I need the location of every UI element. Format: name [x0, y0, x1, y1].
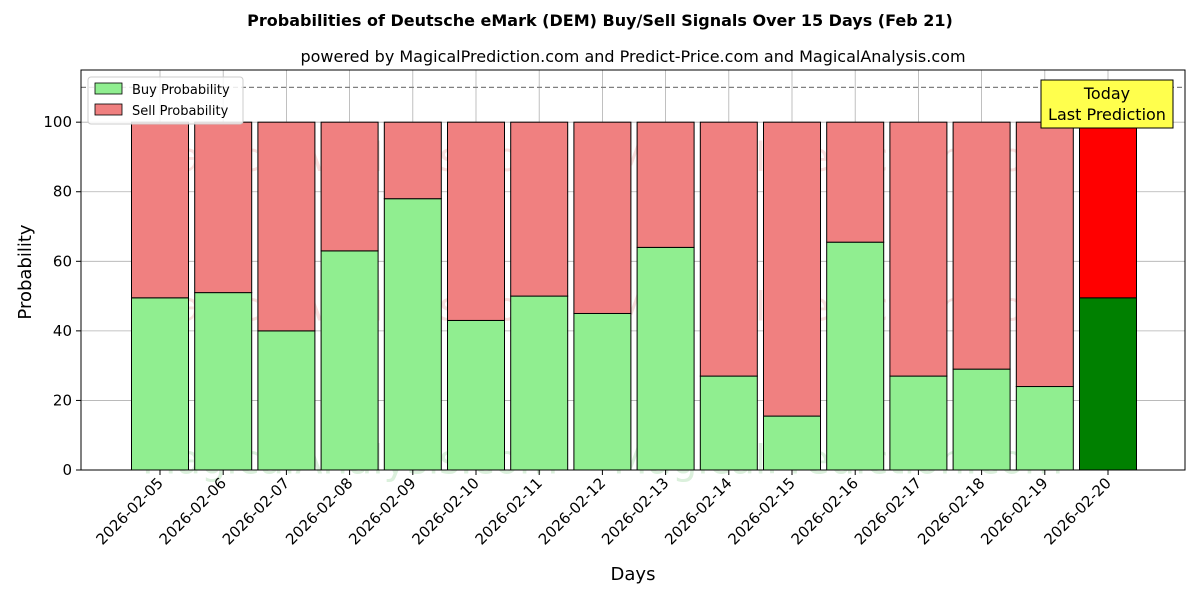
bar-buy-2026-02-10 — [447, 319, 505, 471]
legend-swatch-sell — [94, 103, 123, 116]
bars — [131, 121, 1137, 471]
bar-sell-2026-02-15 — [763, 121, 821, 417]
bar-sell-2026-02-13 — [636, 121, 695, 248]
legend-label-sell: Sell Probability — [132, 104, 229, 119]
x-tick-label: 2026-02-20 — [1040, 474, 1114, 548]
bar-sell-2026-02-16 — [826, 121, 885, 243]
bar-buy-2026-02-20 — [1079, 297, 1137, 471]
legend-frame — [87, 76, 244, 125]
y-axis-label: Probability — [15, 224, 36, 319]
bar-buy-2026-02-08 — [320, 250, 379, 471]
y-tick-label: 40 — [53, 322, 72, 340]
plot-frame — [80, 69, 1186, 471]
x-tick-label: 2026-02-14 — [661, 474, 735, 548]
bar-sell-2026-02-08 — [320, 121, 379, 252]
bar-sell-2026-02-17 — [889, 121, 948, 377]
bar-sell-2026-02-19 — [1015, 121, 1074, 388]
legend-label-buy: Buy Probability — [132, 83, 230, 98]
bar-buy-2026-02-07 — [257, 330, 316, 471]
x-tick-label: 2026-02-17 — [851, 474, 925, 548]
bar-buy-2026-02-16 — [826, 241, 885, 471]
x-axis-label: Days — [611, 564, 656, 585]
x-tick-label: 2026-02-12 — [535, 474, 609, 548]
bar-sell-2026-02-12 — [573, 121, 632, 314]
chart-title: Probabilities of Deutsche eMark (DEM) Bu… — [247, 11, 953, 30]
x-tick-label: 2026-02-08 — [282, 474, 356, 548]
x-tick-label: 2026-02-15 — [724, 474, 798, 548]
bar-buy-2026-02-19 — [1015, 386, 1074, 471]
bar-buy-2026-02-18 — [952, 368, 1011, 471]
bar-buy-2026-02-09 — [383, 198, 442, 471]
bar-buy-2026-02-14 — [699, 375, 758, 471]
bar-sell-2026-02-14 — [699, 121, 758, 377]
bar-sell-2026-02-06 — [194, 121, 253, 294]
chart-subtitle: powered by MagicalPrediction.com and Pre… — [300, 47, 965, 66]
y-tick-label: 0 — [62, 461, 72, 479]
y-tick-label: 60 — [53, 252, 72, 270]
bar-buy-2026-02-06 — [194, 292, 253, 471]
bar-sell-2026-02-20 — [1079, 121, 1137, 299]
bar-sell-2026-02-18 — [952, 121, 1011, 370]
bar-sell-2026-02-11 — [510, 121, 569, 297]
bar-buy-2026-02-11 — [510, 295, 569, 471]
bar-buy-2026-02-15 — [763, 415, 821, 471]
x-tick-label: 2026-02-09 — [345, 474, 419, 548]
bar-buy-2026-02-13 — [636, 246, 695, 471]
annotation-line-1: Today — [1083, 84, 1130, 103]
annotation-box — [1040, 79, 1174, 129]
bar-buy-2026-02-17 — [889, 375, 948, 471]
x-tick-label: 2026-02-16 — [788, 474, 862, 548]
bar-sell-2026-02-09 — [383, 121, 442, 200]
bar-buy-2026-02-05 — [131, 297, 189, 471]
y-tick-label: 80 — [53, 183, 72, 201]
y-tick-label: 20 — [53, 391, 72, 409]
annotation-line-2: Last Prediction — [1048, 105, 1166, 124]
x-tick-label: 2026-02-13 — [598, 474, 672, 548]
y-axis-ticks: 0 20 40 60 80 100 — [43, 113, 81, 479]
x-tick-label: 2026-02-11 — [472, 474, 546, 548]
x-tick-label: 2026-02-10 — [408, 474, 482, 548]
bar-buy-2026-02-12 — [573, 312, 632, 471]
legend-swatch-buy — [94, 82, 123, 95]
bar-sell-2026-02-10 — [447, 121, 505, 321]
today-annotation: Today Last Prediction — [1040, 79, 1174, 129]
x-tick-label: 2026-02-07 — [219, 474, 293, 548]
legend: Buy Probability Sell Probability — [87, 76, 244, 125]
y-tick-label: 100 — [43, 113, 72, 131]
bar-sell-2026-02-07 — [257, 121, 316, 332]
x-tick-label: 2026-02-19 — [977, 474, 1051, 548]
bar-sell-2026-02-05 — [131, 121, 189, 299]
x-tick-label: 2026-02-18 — [914, 474, 988, 548]
x-tick-label: 2026-02-06 — [156, 474, 230, 548]
x-tick-label: 2026-02-05 — [92, 474, 166, 548]
